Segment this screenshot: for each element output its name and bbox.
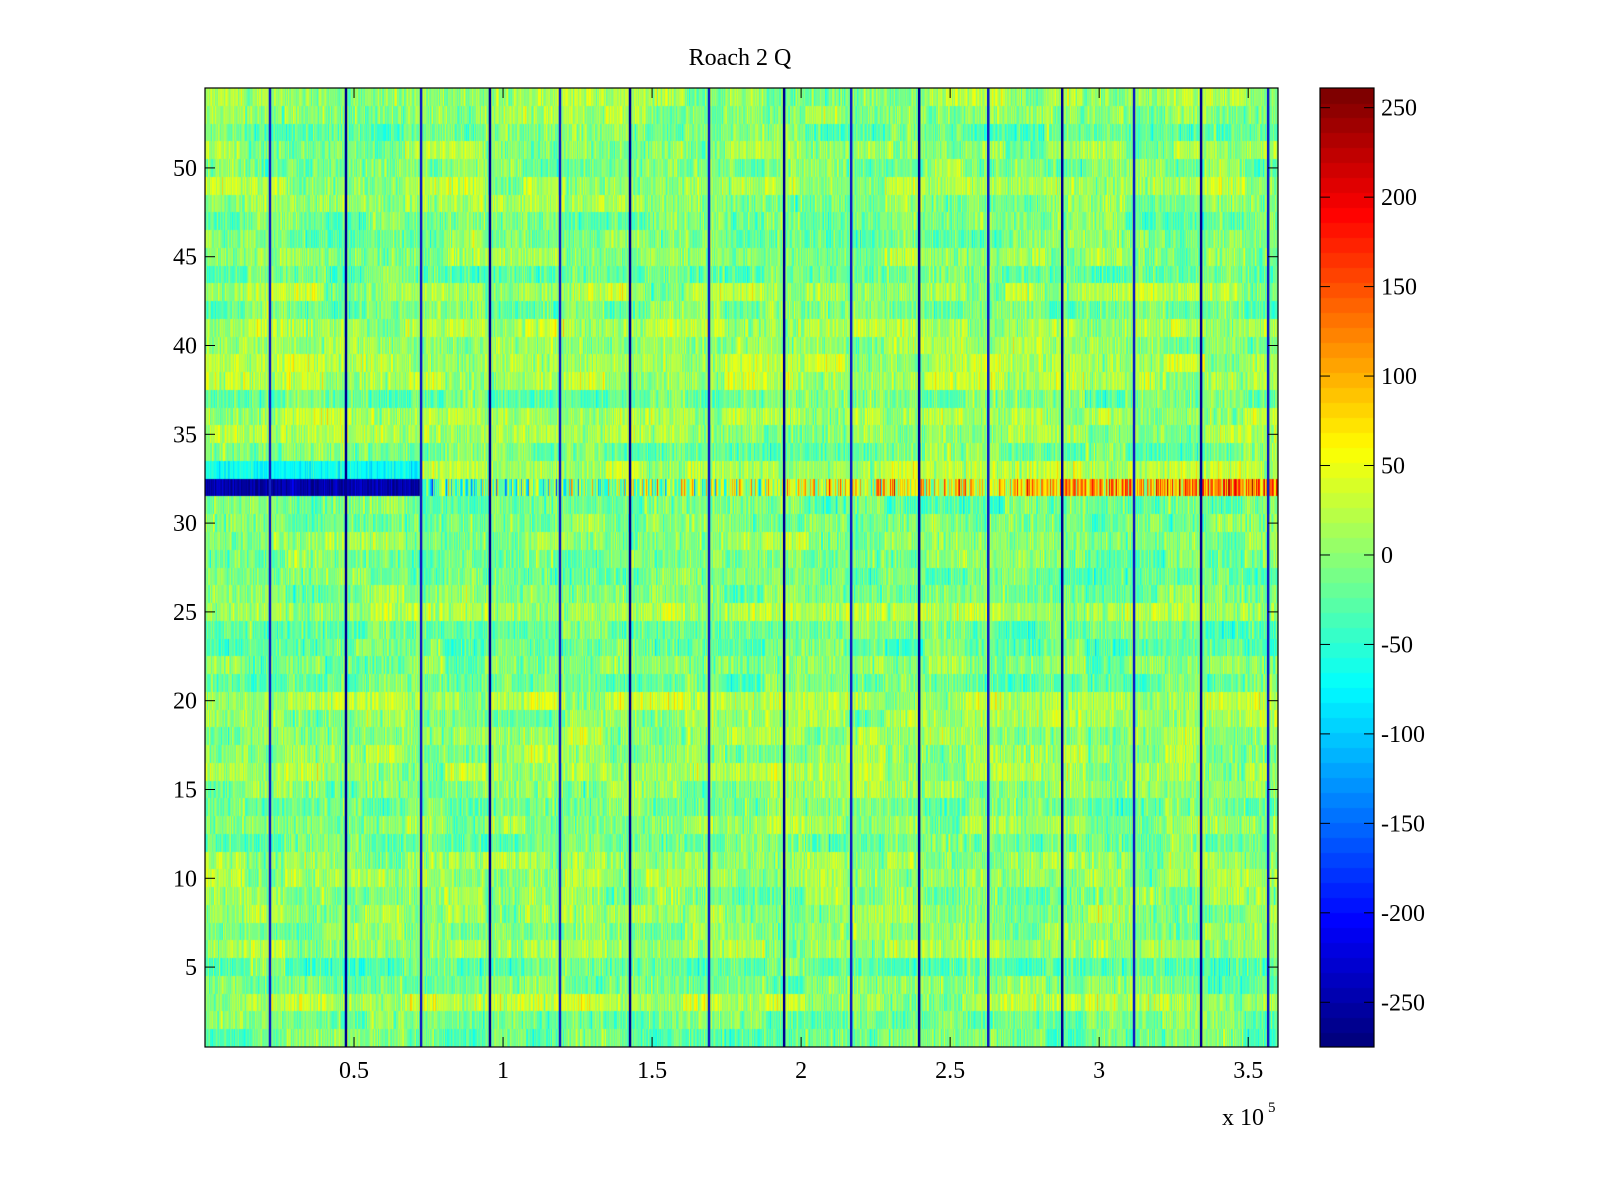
colorbar-tick-label: -100 bbox=[1381, 722, 1425, 748]
colorbar-tick-label: 50 bbox=[1381, 454, 1405, 480]
y-tick-label: 20 bbox=[173, 689, 197, 715]
colorbar-tick-label: 100 bbox=[1381, 364, 1417, 390]
colorbar-tick-label: 250 bbox=[1381, 96, 1417, 122]
y-tick-label: 40 bbox=[173, 334, 197, 360]
x-tick-label: 1 bbox=[497, 1058, 509, 1084]
y-tick-label: 50 bbox=[173, 156, 197, 182]
x-tick-label: 2.5 bbox=[935, 1058, 965, 1084]
colorbar bbox=[1320, 88, 1374, 1047]
x-tick-label: 2 bbox=[795, 1058, 807, 1084]
y-tick-label: 15 bbox=[173, 777, 197, 803]
x-tick-label: 0.5 bbox=[339, 1058, 369, 1084]
x-tick-label: 3.5 bbox=[1233, 1058, 1263, 1084]
colorbar-tick-label: -150 bbox=[1381, 811, 1425, 837]
colorbar-tick-label: 150 bbox=[1381, 275, 1417, 301]
y-tick-label: 35 bbox=[173, 422, 197, 448]
y-tick-label: 25 bbox=[173, 600, 197, 626]
x-multiplier-exponent: 5 bbox=[1268, 1100, 1276, 1116]
colorbar-tick-label: 0 bbox=[1381, 543, 1393, 569]
y-tick-label: 45 bbox=[173, 245, 197, 271]
chart-title: Roach 2 Q bbox=[689, 45, 792, 71]
y-tick-label: 30 bbox=[173, 511, 197, 537]
y-tick-label: 10 bbox=[173, 866, 197, 892]
x-multiplier-label: x 10 bbox=[1222, 1105, 1264, 1131]
colorbar-tick-label: -50 bbox=[1381, 632, 1413, 658]
heatmap-image bbox=[205, 88, 1278, 1047]
plot-frame bbox=[204, 87, 1279, 1048]
colorbar-tick-label: -200 bbox=[1381, 901, 1425, 927]
y-tick-label: 5 bbox=[185, 955, 197, 981]
colorbar-tick-label: 200 bbox=[1381, 185, 1417, 211]
colorbar-frame bbox=[1319, 87, 1375, 1048]
x-tick-label: 3 bbox=[1093, 1058, 1105, 1084]
colorbar-tick-label: -250 bbox=[1381, 990, 1425, 1016]
x-tick-label: 1.5 bbox=[637, 1058, 667, 1084]
